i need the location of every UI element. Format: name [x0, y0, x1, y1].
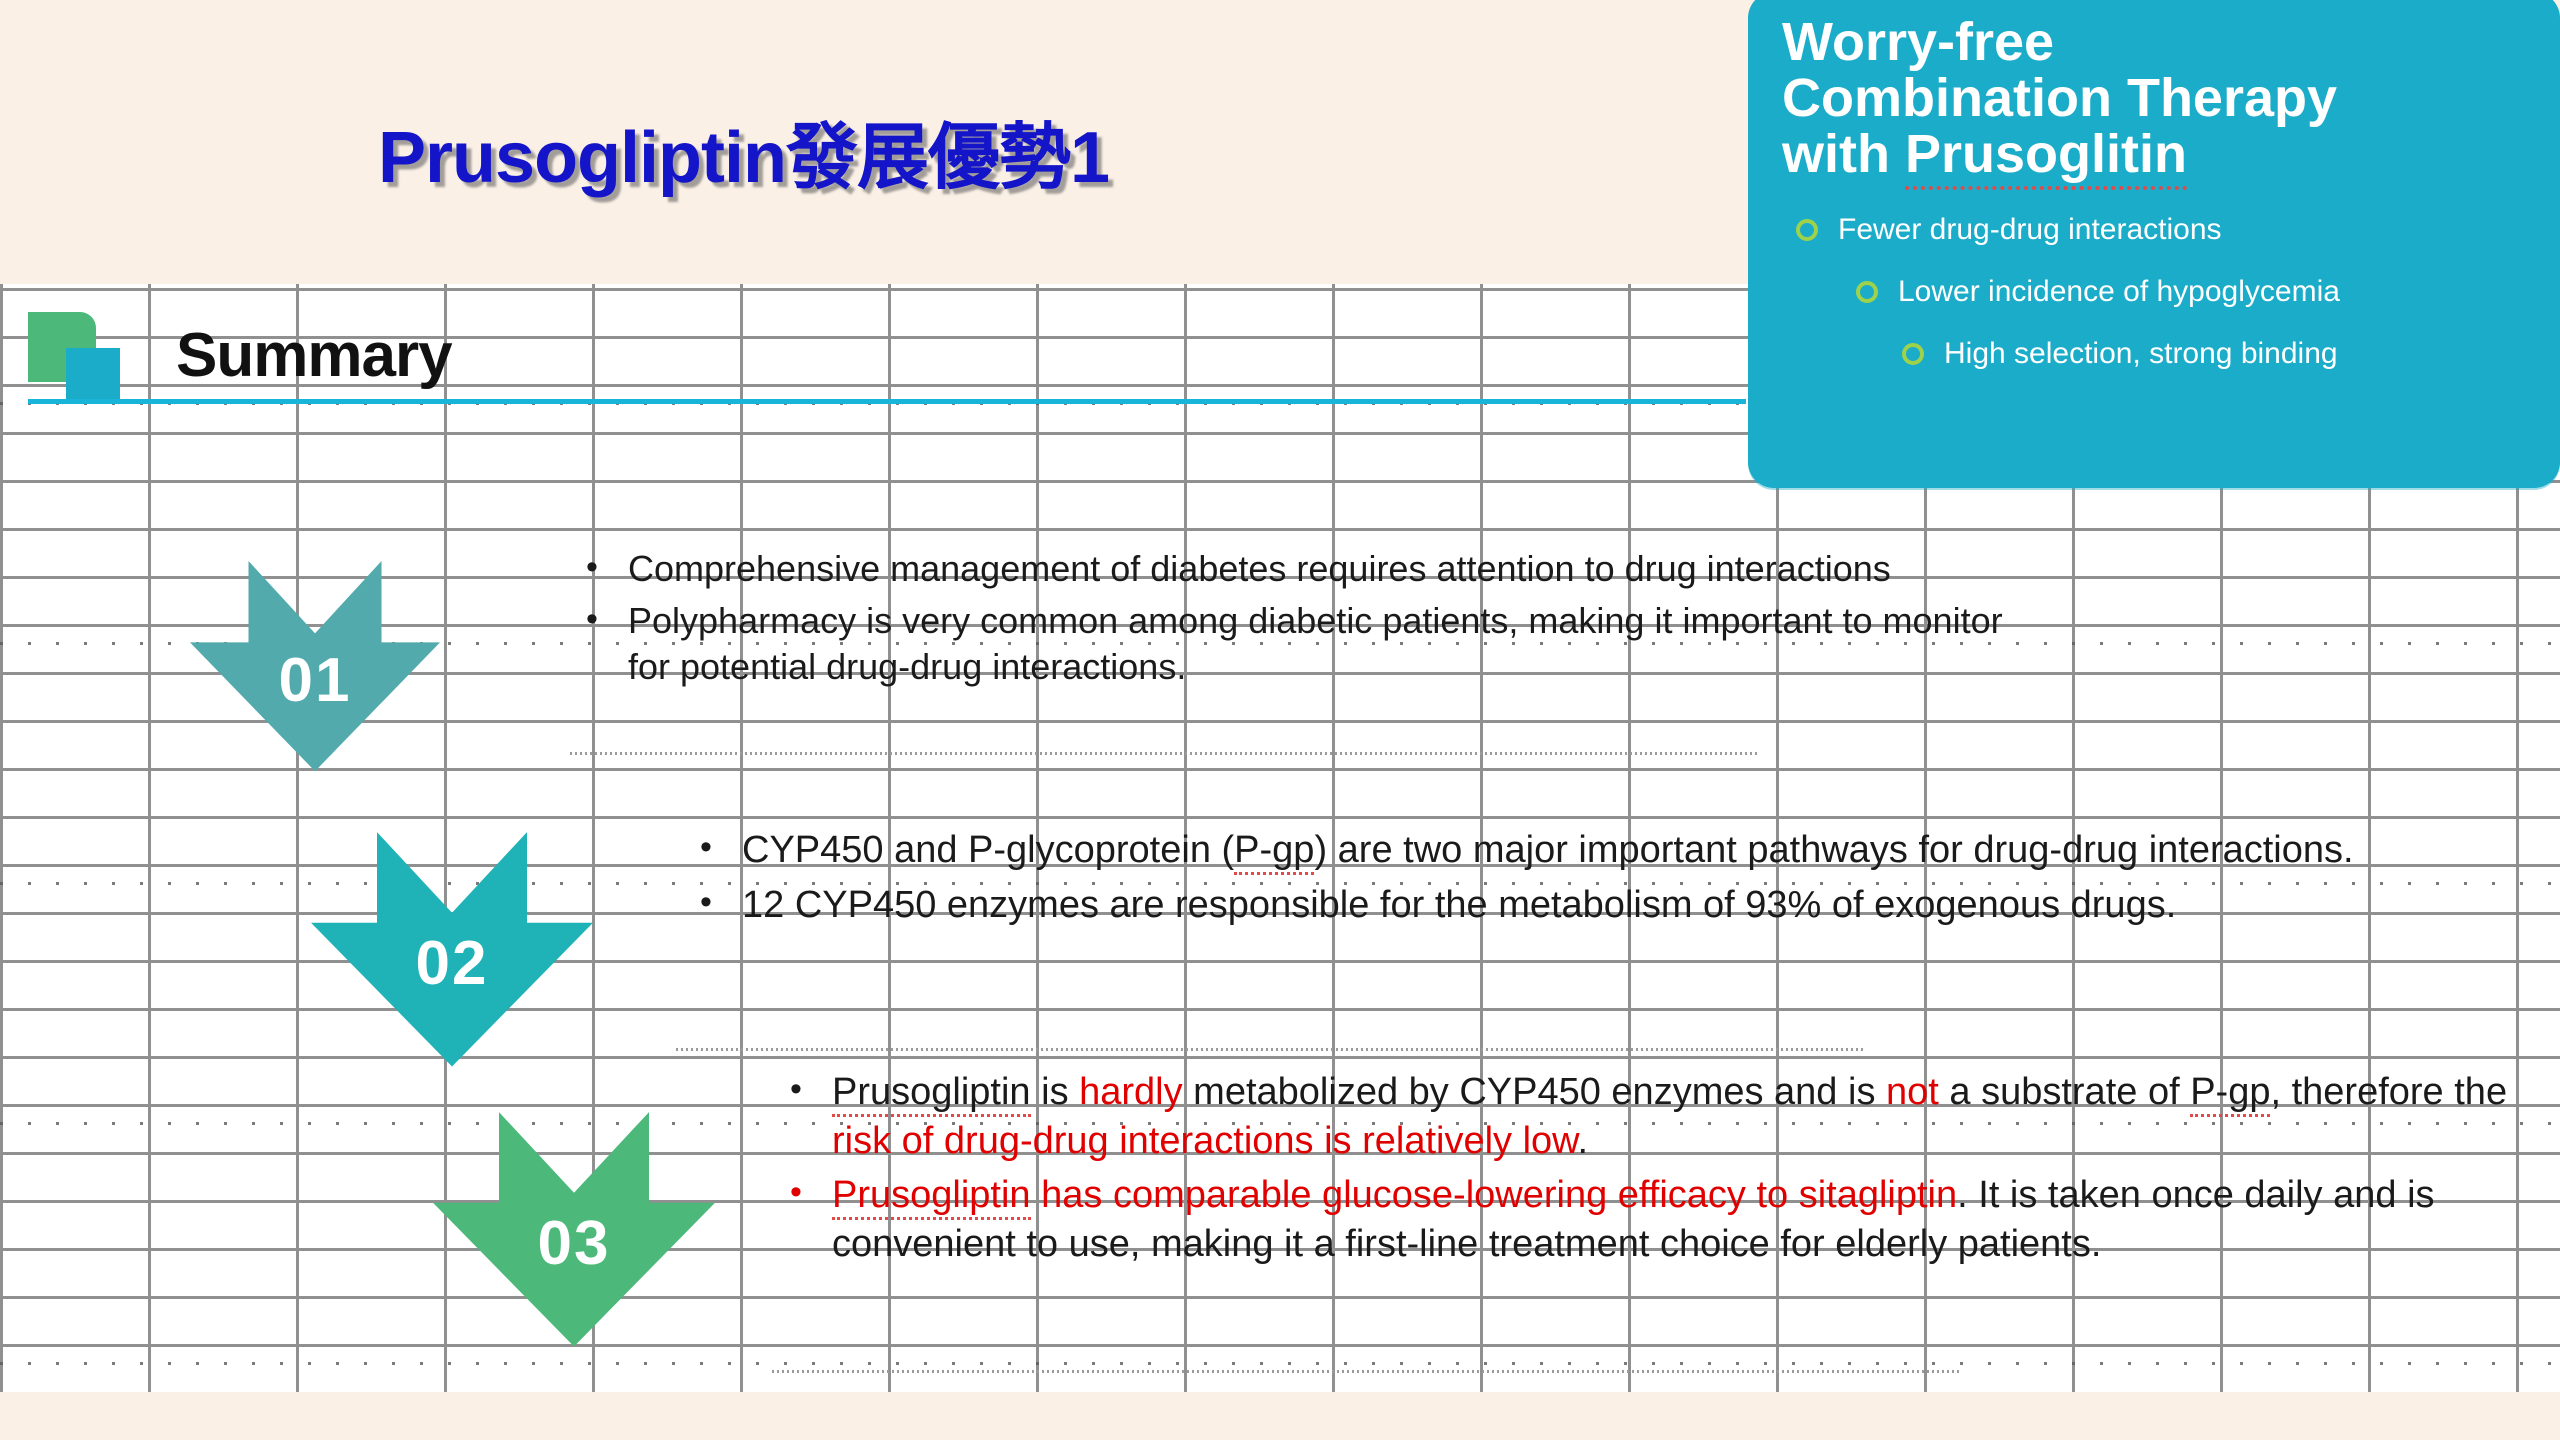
callout-benefit-list: Fewer drug-drug interactions Lower incid…: [1782, 212, 2534, 372]
step-03-text-block: • Prusogliptin is hardly metabolized by C…: [790, 1068, 2530, 1275]
callout-list-item: Lower incidence of hypoglycemia: [1856, 274, 2534, 310]
bullet-dot-icon: •: [790, 1070, 802, 1108]
page-title: Prusogliptin發展優勢1: [378, 118, 1110, 198]
bullet-dot-icon: •: [700, 882, 712, 921]
callout-list-item: High selection, strong binding: [1902, 336, 2534, 372]
bullet-row: • Polypharmacy is very common among diabe…: [586, 598, 2006, 690]
text-divider: [772, 1370, 1962, 1373]
text-segment: P-gp: [2190, 1071, 2271, 1117]
bullet-text: Polypharmacy is very common among diabet…: [628, 598, 2006, 690]
callout-list-item: Fewer drug-drug interactions: [1796, 212, 2534, 248]
text-segment: a substrate of: [1938, 1071, 2191, 1113]
bullet-text: Prusogliptin is hardly metabolized by CY…: [832, 1068, 2530, 1165]
bullet-text: 12 CYP450 enzymes are responsible for th…: [742, 881, 2176, 930]
grid-row: [0, 642, 2560, 645]
step-number-label: 01: [278, 645, 352, 715]
summary-cyan-square-icon: [66, 348, 120, 402]
callout-title-prefix: with: [1782, 124, 1905, 185]
text-segment: CYP450 and P-glycoprotein (: [742, 829, 1235, 871]
text-segment: risk of drug-drug interactions is relati…: [832, 1119, 1578, 1162]
text-segment: Prusogliptin: [832, 1174, 1031, 1221]
bullet-text: CYP450 and P-glycoprotein (P-gp) are two…: [742, 826, 2354, 875]
text-segment: ) are two major important pathways for d…: [1314, 829, 2354, 871]
callout-title-line-3: with Prusoglitin: [1782, 124, 2534, 191]
ring-bullet-icon: [1796, 219, 1818, 242]
bullet-row: • Comprehensive management of diabetes re…: [586, 546, 2006, 592]
bullet-text: Prusogliptin has comparable glucose-lowe…: [832, 1171, 2530, 1268]
text-segment: Comprehensive management of diabetes req…: [628, 548, 1891, 589]
step-number-label: 03: [537, 1208, 611, 1278]
callout-item-label: Fewer drug-drug interactions: [1838, 213, 2222, 247]
text-segment: not: [1886, 1071, 1939, 1113]
text-segment: Prusogliptin: [832, 1071, 1031, 1117]
callout-box: Worry-free Combination Therapy with Prus…: [1748, 0, 2560, 488]
bullet-row: • 12 CYP450 enzymes are responsible for t…: [700, 881, 2550, 930]
step-arrow-02: 02: [302, 822, 602, 1074]
text-segment: P-gp: [1234, 829, 1315, 875]
step-01-text-block: • Comprehensive management of diabetes re…: [586, 546, 2006, 696]
bullet-row: • CYP450 and P-glycoprotein (P-gp) are tw…: [700, 826, 2550, 875]
step-arrow-03: 03: [424, 1102, 724, 1354]
text-segment: is: [1030, 1071, 1080, 1113]
footer-band: [0, 1392, 2560, 1440]
bullet-row: • Prusogliptin is hardly metabolized by C…: [790, 1068, 2530, 1165]
step-number-label: 02: [415, 928, 489, 998]
bullet-row: • Prusogliptin has comparable glucose-low…: [790, 1171, 2530, 1268]
grid-row: [0, 1362, 2560, 1365]
text-segment: metabolized by CYP450 enzymes and is: [1182, 1071, 1886, 1113]
ring-bullet-icon: [1902, 343, 1924, 366]
bullet-dot-icon: •: [586, 600, 598, 639]
text-divider: [570, 752, 1760, 755]
text-segment: has comparable glucose-lowering efficacy…: [1030, 1174, 1958, 1217]
step-02-text-block: • CYP450 and P-glycoprotein (P-gp) are tw…: [700, 826, 2550, 935]
section-heading: Summary: [176, 321, 453, 390]
bullet-dot-icon: •: [586, 548, 598, 586]
callout-title: Worry-free Combination Therapy with Prus…: [1782, 12, 2534, 191]
bullet-dot-icon: •: [790, 1173, 802, 1212]
text-segment: hardly: [1079, 1071, 1183, 1113]
ring-bullet-icon: [1856, 281, 1878, 304]
bullet-dot-icon: •: [700, 828, 712, 866]
text-segment: . It is taken once daily and is convenie…: [832, 1174, 2435, 1265]
text-segment: 12 CYP450 enzymes are responsible for th…: [742, 883, 2177, 926]
callout-item-label: Lower incidence of hypoglycemia: [1898, 275, 2340, 309]
step-arrow-01: 01: [182, 552, 448, 778]
text-segment: , therefore the: [2270, 1071, 2508, 1113]
callout-item-label: High selection, strong binding: [1944, 337, 2338, 371]
text-divider: [676, 1048, 1866, 1051]
section-divider: [28, 399, 1746, 404]
grid-row: [0, 882, 2560, 885]
grid-row: [0, 1122, 2560, 1125]
callout-title-line-1: Worry-free: [1782, 12, 2055, 72]
text-segment: Polypharmacy is very common among diabet…: [628, 600, 2003, 688]
callout-title-line-2: Combination Therapy: [1782, 68, 2338, 129]
text-segment: .: [1577, 1119, 1589, 1162]
callout-title-drug-name: Prusoglitin: [1904, 124, 2187, 191]
bullet-text: Comprehensive management of diabetes req…: [628, 546, 1891, 592]
